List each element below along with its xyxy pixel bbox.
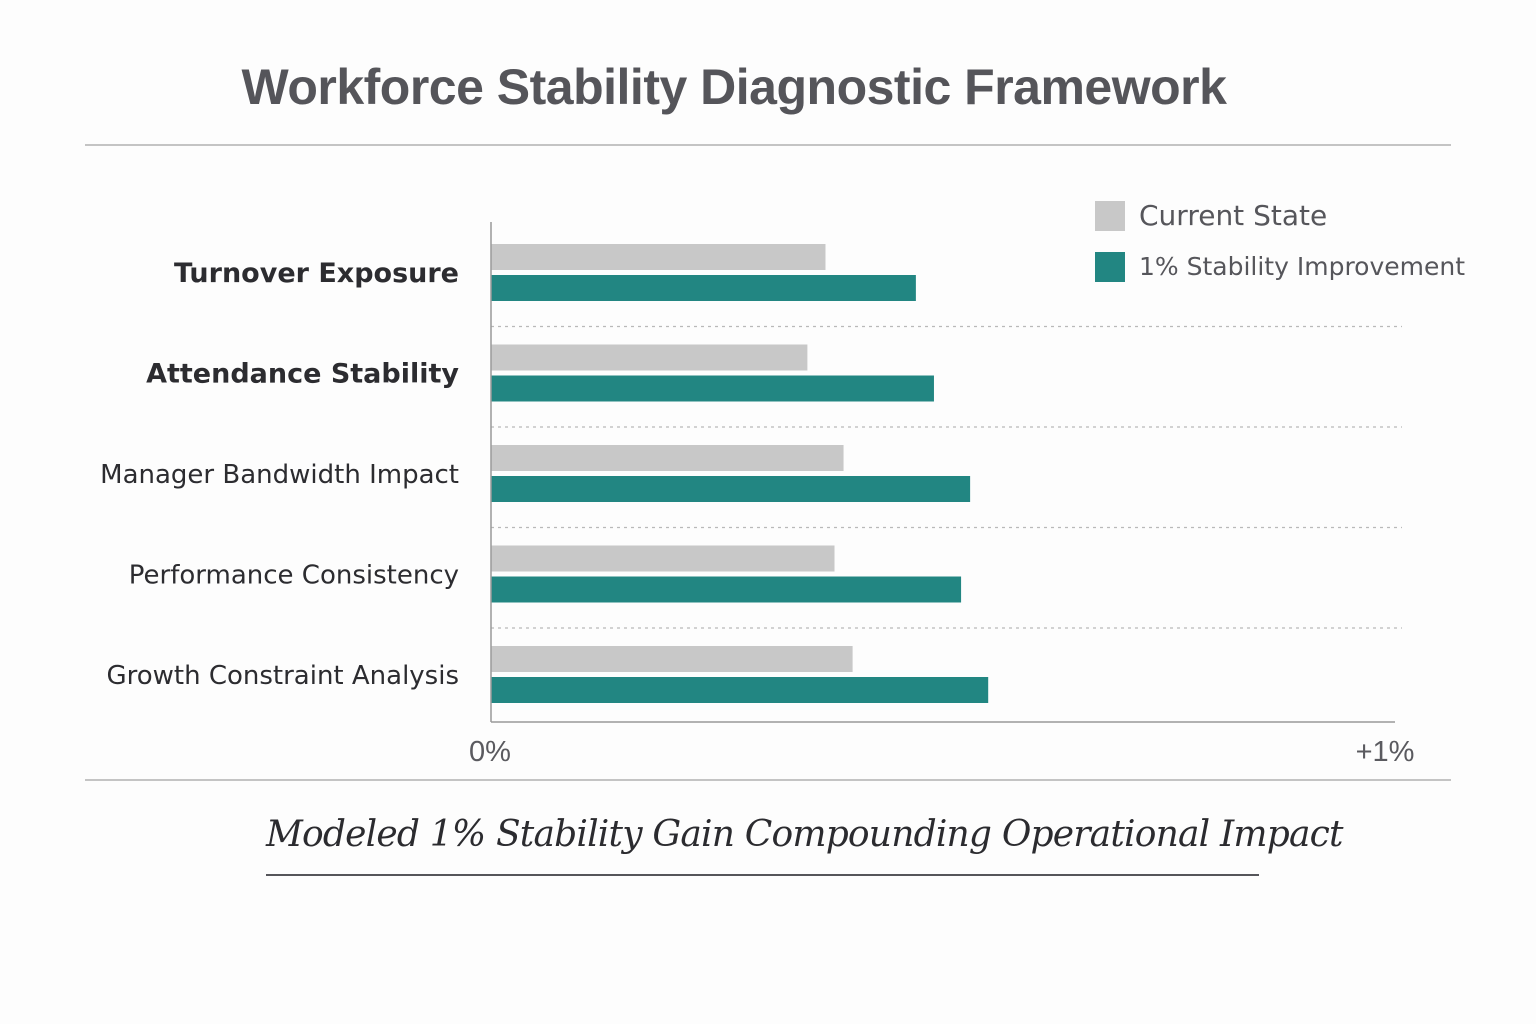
x-tick-labels: 0% +1% <box>469 736 1414 768</box>
gridlines <box>491 325 1402 629</box>
title-divider <box>85 144 1451 146</box>
chart-title: Workforce Stability Diagnostic Framework <box>241 59 1227 115</box>
x-tick-label: 0% <box>469 736 511 768</box>
legend-swatch-stability-improvement <box>1095 251 1125 282</box>
bar-current-state <box>491 646 853 672</box>
bar-current-state <box>491 445 844 471</box>
bar-stability-improvement <box>491 576 962 603</box>
chart-caption: Modeled 1% Stability Gain Compounding Op… <box>266 814 1344 855</box>
x-tick-label: +1% <box>1356 736 1415 768</box>
bar-stability-improvement <box>491 677 989 703</box>
legend-item-current-state: Current State <box>1095 190 1465 241</box>
category-label: Manager Bandwidth Impact <box>100 460 459 490</box>
bar-stability-improvement <box>491 375 934 402</box>
legend-label: Current State <box>1139 199 1328 232</box>
bar-stability-improvement <box>491 476 971 502</box>
bar-current-state <box>491 244 826 270</box>
legend-swatch-current-state <box>1095 200 1125 231</box>
category-label: Attendance Stability <box>146 359 459 390</box>
legend-item-stability-improvement: 1% Stability Improvement <box>1095 241 1465 292</box>
bars <box>491 244 989 703</box>
caption-underline <box>266 874 1259 876</box>
legend-label: 1% Stability Improvement <box>1139 252 1466 281</box>
legend: Current State 1% Stability Improvement <box>1095 190 1465 292</box>
category-labels: Turnover Exposure Attendance Stability Man… <box>100 258 459 691</box>
category-label: Turnover Exposure <box>174 258 459 289</box>
category-label: Growth Constraint Analysis <box>106 661 459 691</box>
bar-stability-improvement <box>491 275 916 301</box>
category-label: Performance Consistency <box>129 561 459 591</box>
bar-current-state <box>491 344 808 371</box>
bar-current-state <box>491 545 835 572</box>
footer-divider <box>85 779 1451 781</box>
